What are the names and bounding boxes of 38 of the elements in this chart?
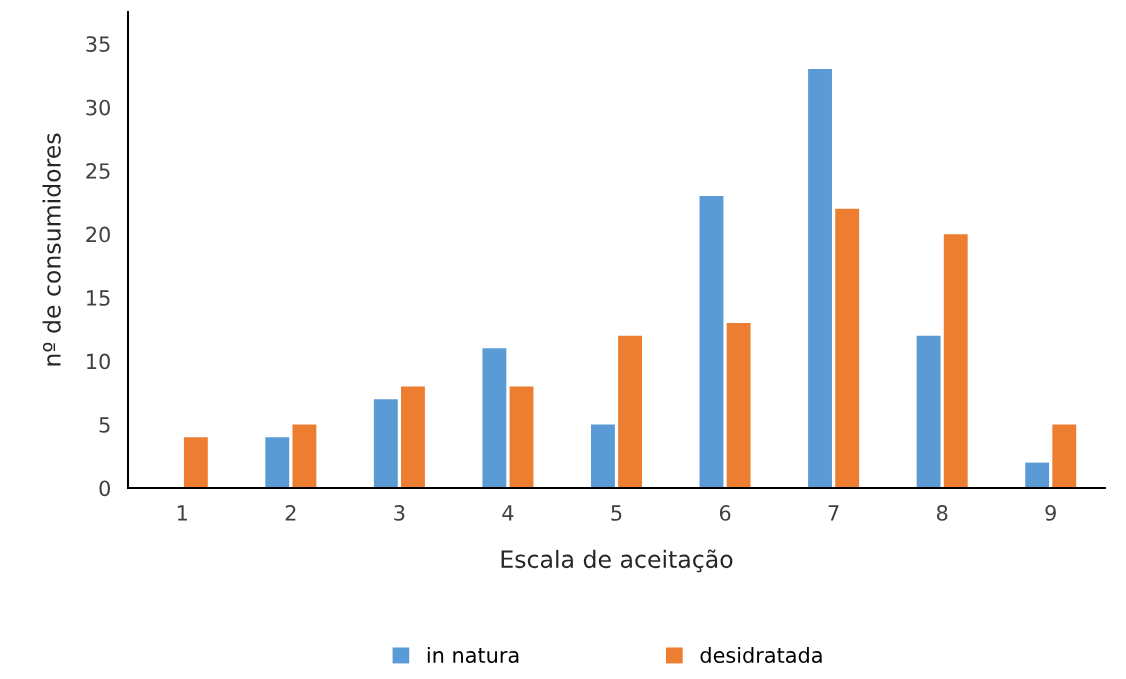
y-tick-label: 5: [99, 417, 110, 433]
bar: [618, 335, 643, 488]
x-tick-label: 7: [828, 505, 839, 521]
bar: [699, 196, 724, 488]
bar: [373, 399, 398, 488]
x-tick-label: 6: [719, 505, 731, 521]
bar: [590, 424, 615, 488]
bar: [943, 234, 968, 488]
x-tick-label: 5: [611, 505, 622, 521]
x-tick-label: 1: [177, 505, 187, 521]
x-tick-label: 9: [1045, 505, 1056, 521]
bar: [916, 335, 941, 488]
bar: [482, 348, 507, 488]
y-tick-label: 35: [86, 36, 110, 52]
bar: [1025, 462, 1050, 488]
y-tick-label: 10: [87, 353, 110, 370]
x-tick-label: 4: [502, 505, 514, 521]
bar: [265, 437, 290, 488]
legend-label: in natura: [427, 646, 519, 663]
bar: [808, 69, 832, 488]
bar: [401, 386, 425, 488]
bar: [1052, 424, 1077, 488]
bar: [509, 386, 534, 488]
y-tick-label: 30: [86, 99, 110, 116]
legend-label: desidratada: [700, 646, 822, 663]
y-tick-label: 15: [87, 290, 110, 306]
bar: [292, 424, 317, 488]
x-tick-label: 2: [285, 505, 296, 521]
y-tick-label: 20: [86, 226, 110, 243]
y-tick-label: 0: [99, 480, 110, 497]
x-tick-label: 8: [936, 505, 948, 521]
y-tick-label: 25: [86, 163, 110, 179]
bar: [726, 322, 751, 488]
x-axis-title: Escala de aceitação: [501, 549, 733, 573]
x-tick-label: 3: [394, 505, 405, 521]
bar: [835, 208, 860, 488]
y-axis-title: nº de consumidores: [42, 133, 61, 366]
bar: [183, 437, 208, 488]
